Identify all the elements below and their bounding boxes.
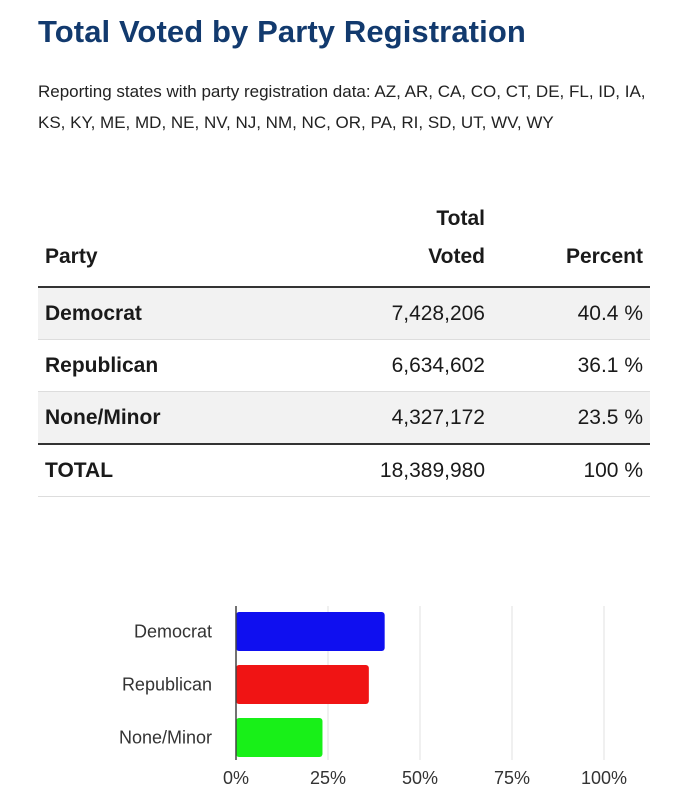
bar-democrat xyxy=(236,612,385,651)
chart-category-labels: Democrat Republican None/Minor xyxy=(119,622,212,748)
row-percent: 40.4 % xyxy=(492,287,650,340)
table-row: Democrat 7,428,206 40.4 % xyxy=(38,287,650,340)
row-total: 4,327,172 xyxy=(288,391,492,445)
header-party: Party xyxy=(38,200,288,288)
page-title: Total Voted by Party Registration xyxy=(38,14,526,49)
x-tick-label: 50% xyxy=(402,768,438,788)
row-party: Republican xyxy=(38,339,288,392)
row-percent: 23.5 % xyxy=(492,391,650,445)
header-percent: Percent xyxy=(492,200,650,288)
row-party: Democrat xyxy=(38,287,288,340)
x-tick-label: 25% xyxy=(310,768,346,788)
reporting-states-note: Reporting states with party registration… xyxy=(38,82,646,132)
results-table: Party Total Voted Percent Democrat 7,428,… xyxy=(38,200,650,497)
total-row-percent: 100 % xyxy=(492,443,650,497)
bar-none-minor xyxy=(236,718,323,757)
x-tick-label: 100% xyxy=(581,768,627,788)
total-row-total: 18,389,980 xyxy=(288,443,492,497)
category-label: Republican xyxy=(122,675,212,695)
row-total: 6,634,602 xyxy=(288,339,492,392)
row-total: 7,428,206 xyxy=(288,287,492,340)
total-row-label: TOTAL xyxy=(38,443,288,497)
header-total-line1: Total xyxy=(436,207,485,230)
header-total-line2: Voted xyxy=(428,245,485,268)
row-party: None/Minor xyxy=(38,391,288,445)
party-bar-chart: Democrat Republican None/Minor 0% 25% 50% 75%… xyxy=(119,606,627,788)
table-row: None/Minor 4,327,172 23.5 % xyxy=(38,391,650,445)
x-tick-label: 75% xyxy=(494,768,530,788)
chart-tick-labels: 0% 25% 50% 75% 100% xyxy=(223,768,627,788)
total-row: TOTAL 18,389,980 100 % xyxy=(38,443,650,497)
table-row: Republican 6,634,602 36.1 % xyxy=(38,339,650,392)
table-header-row: Party Total Voted Percent xyxy=(38,200,650,288)
header-total-voted: Total Voted xyxy=(288,200,492,288)
category-label: None/Minor xyxy=(119,728,212,748)
row-percent: 36.1 % xyxy=(492,339,650,392)
chart-bars xyxy=(236,612,385,757)
category-label: Democrat xyxy=(134,622,212,642)
x-tick-label: 0% xyxy=(223,768,249,788)
bar-republican xyxy=(236,665,369,704)
